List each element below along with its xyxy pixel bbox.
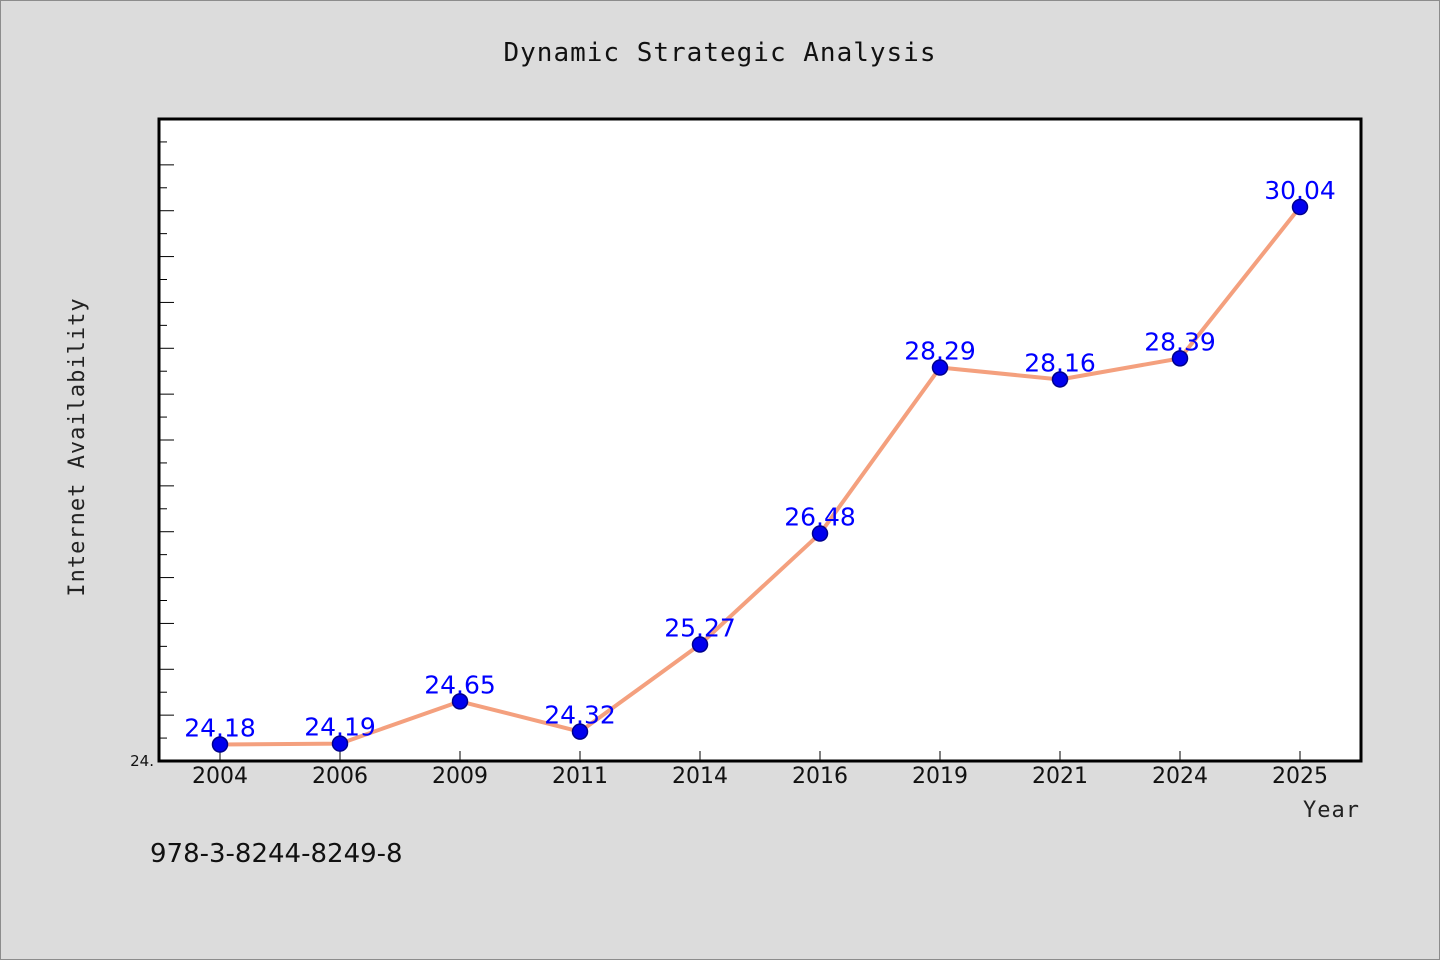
x-axis-ticks xyxy=(219,751,1301,761)
x-tick-label: 2025 xyxy=(1272,764,1328,789)
data-point xyxy=(931,359,949,376)
x-tick-label: 2021 xyxy=(1032,764,1088,789)
x-tick-label: 2024 xyxy=(1152,764,1208,789)
data-point xyxy=(571,723,589,740)
data-point xyxy=(811,525,829,542)
x-axis-label: Year xyxy=(1303,798,1360,823)
x-tick-label: 2004 xyxy=(192,764,248,789)
x-tick-label: 2016 xyxy=(792,764,848,789)
plot-area xyxy=(157,117,1363,763)
data-point xyxy=(451,693,469,710)
y-axis-ticks xyxy=(159,141,174,739)
y-axis-label: Internet Availability xyxy=(65,297,90,596)
data-label: 28.39 xyxy=(1144,327,1216,356)
x-tick-label: 2014 xyxy=(672,764,728,789)
data-point xyxy=(211,736,229,753)
x-tick-label: 2009 xyxy=(432,764,488,789)
data-point xyxy=(1291,198,1309,216)
y-axis-tick-label: 24. xyxy=(130,752,154,770)
data-point xyxy=(1171,350,1189,367)
data-label: 30.04 xyxy=(1264,176,1336,205)
data-label: 24.19 xyxy=(304,713,376,742)
data-labels: 24.18 24.19 24.65 24.32 25.27 26.48 28.29 28.16… xyxy=(184,176,1336,742)
data-point xyxy=(1051,371,1069,388)
data-label: 28.29 xyxy=(904,337,976,366)
data-point xyxy=(691,636,709,653)
data-label: 28.16 xyxy=(1024,348,1096,377)
data-label: 26.48 xyxy=(784,503,856,532)
chart-title: Dynamic Strategic Analysis xyxy=(504,38,937,68)
x-axis-tick-labels: 2004 2006 2009 2011 2014 2016 2019 2021 2024 2025 xyxy=(192,764,1328,789)
data-point xyxy=(331,735,349,752)
x-tick-label: 2006 xyxy=(312,764,368,789)
data-label: 25.27 xyxy=(664,614,736,643)
data-label: 24.18 xyxy=(184,713,256,742)
isbn-annotation: 978-3-8244-8249-8 xyxy=(150,839,403,869)
data-label: 24.65 xyxy=(424,670,496,699)
series-markers xyxy=(211,198,1309,753)
series-line xyxy=(218,205,1302,747)
x-tick-label: 2011 xyxy=(552,764,608,789)
x-tick-label: 2019 xyxy=(912,764,968,789)
data-label: 24.32 xyxy=(544,701,616,730)
